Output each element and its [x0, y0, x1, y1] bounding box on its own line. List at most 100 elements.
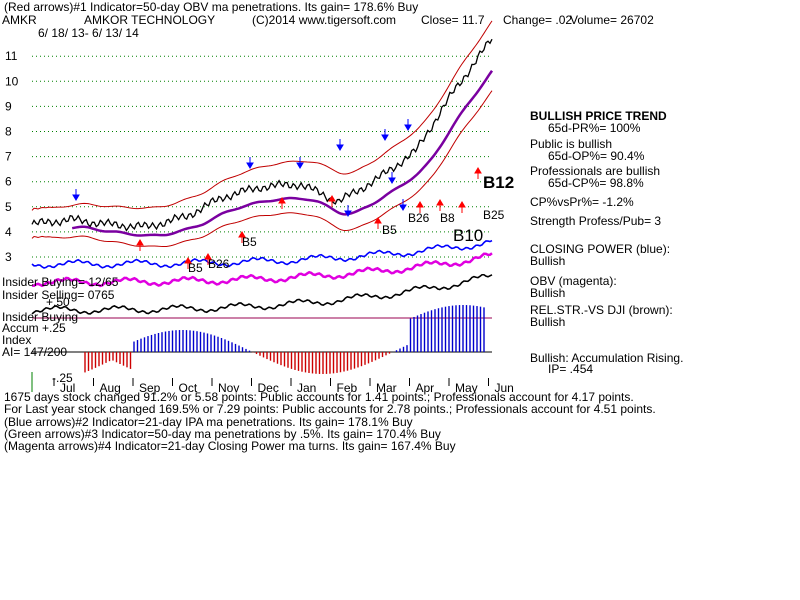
y-tick-label: 11 [5, 49, 18, 63]
op-value: 65d-OP%= 90.4% [548, 149, 645, 163]
x-tick-label: Oct [179, 381, 198, 395]
x-tick-label: Jun [495, 381, 514, 395]
blue-signal-arrow [246, 157, 254, 169]
red-signal-arrow [136, 239, 144, 251]
red-signal-arrow [204, 253, 212, 265]
cp-value: 65d-CP%= 98.8% [548, 176, 644, 190]
date-range: 6/ 18/ 13- 6/ 13/ 14 [38, 26, 139, 40]
blue-signal-arrow [381, 129, 389, 141]
accum-label-3: Index [2, 333, 32, 347]
footer-line-1: 1675 days stock changed 91.2% or 5.58 po… [4, 390, 634, 404]
upper-band [31, 20, 493, 211]
ticker: AMKR [2, 13, 37, 27]
blue-signal-arrow [72, 189, 80, 201]
volume-value: Volume= 26702 [570, 13, 654, 27]
closing-power-status: Bullish [530, 254, 566, 268]
strength-value: Strength Profess/Pub= 3 [530, 214, 662, 228]
pr-value: 65d-PR%= 100% [548, 121, 641, 135]
blue-signal-arrow [336, 139, 344, 151]
accum-plus50: +.50 [46, 295, 70, 309]
blue-signal-arrow [404, 119, 412, 131]
signal-b5-mar: B5 [382, 223, 397, 237]
red-signal-arrow [474, 167, 482, 179]
y-tick-label: 3 [5, 250, 12, 264]
x-tick-label: Mar [376, 381, 397, 395]
x-tick-label: Apr [416, 381, 435, 395]
relstr-label: REL.STR.-VS DJI (brown): [530, 303, 673, 317]
accumulation-histogram [32, 305, 492, 374]
price-series [31, 38, 493, 232]
footer-line-3: (Blue arrows)#2 Indicator=21-day IPA ma … [4, 415, 413, 429]
y-tick-labels: 3 4 5 6 7 8 9 10 11 [5, 49, 19, 264]
relstr-status: Bullish [530, 315, 566, 329]
red-signal-arrow [184, 257, 192, 269]
insider-buying: Insider Buying= 12/65 [2, 275, 119, 289]
x-tick-label: Jul [60, 381, 75, 395]
price-gridlines [32, 55, 492, 258]
ip-value: IP= .454 [548, 362, 594, 376]
red-signal-arrow [278, 197, 286, 209]
y-tick-label: 5 [5, 200, 12, 214]
y-tick-label: 10 [5, 74, 19, 88]
red-signal-arrow [328, 195, 336, 207]
blue-signal-arrow [399, 199, 407, 211]
signal-b12: B12 [483, 173, 515, 192]
signal-b26-apr: B26 [408, 211, 430, 225]
signal-arrows [72, 119, 482, 269]
red-signal-arrow [458, 201, 466, 213]
signal-b5-nov: B5 [242, 235, 257, 249]
close-value: Close= 11.7 [421, 13, 485, 27]
public-status: Public is bullish [530, 137, 613, 151]
footer-line-4: (Green arrows)#3 Indicator=50-day ma pen… [4, 427, 441, 441]
x-tick-label: Aug [100, 381, 121, 395]
price-line [31, 38, 493, 232]
x-tick-labels: Jul Aug Sep Oct Nov Dec Jan Feb Mar Apr May Jun [31, 372, 514, 395]
trend-title: BULLISH PRICE TREND [530, 109, 667, 123]
x-tick-label: Feb [337, 381, 358, 395]
obv-label: OBV (magenta): [530, 274, 617, 288]
red-signal-arrow [374, 217, 382, 229]
obv-line [31, 252, 493, 288]
indicator-lines [31, 239, 493, 315]
closing-power-line [31, 239, 493, 269]
change-value: Change= .02 [503, 13, 573, 27]
closing-power-label: CLOSING POWER (blue): [530, 242, 671, 256]
relstr-line [31, 273, 493, 315]
insider-selling: Insider Selling= 0765 [2, 288, 115, 302]
y-tick-label: 6 [5, 175, 12, 189]
y-tick-label: 8 [5, 125, 12, 139]
signal-b26-oct: B26 [208, 257, 230, 271]
signal-b10: B10 [453, 226, 484, 245]
obv-status: Bullish [530, 286, 566, 300]
accum-label-2: Accum +.25 [2, 321, 66, 335]
x-tick-label: Jan [297, 381, 316, 395]
red-signal-arrow [416, 201, 424, 213]
signal-b8: B8 [440, 211, 455, 225]
footer-line-2: For Last year stock changed 169.5% or 7.… [4, 402, 656, 416]
accum-status: Bullish: Accumulation Rising. [530, 351, 684, 365]
blue-signal-arrow [296, 157, 304, 169]
red-signal-arrow [238, 231, 246, 243]
signal-b25: B25 [483, 208, 505, 222]
cpvs-value: CP%vsPr%= -1.2% [530, 195, 634, 209]
blue-signal-arrow [388, 172, 396, 184]
accum-label-1: Insider Buying [2, 310, 79, 324]
y-tick-label: 9 [5, 99, 12, 113]
x-tick-label: May [455, 381, 478, 395]
signal-b5-oct: B5 [188, 261, 203, 275]
x-tick-label: Dec [258, 381, 279, 395]
moving-average [71, 70, 494, 237]
copyright: (C)2014 www.tigersoft.com [252, 13, 397, 27]
x-tick-label: Nov [218, 381, 239, 395]
blue-signal-arrow [344, 205, 352, 217]
lower-band [31, 90, 493, 248]
x-tick-label: Sep [139, 381, 161, 395]
footer-line-5: (Magenta arrows)#4 Indicator=21-day Clos… [4, 439, 456, 453]
accum-minus25: -.25 [52, 371, 73, 385]
company-name: AMKOR TECHNOLOGY [84, 13, 216, 27]
ai-value: AI= 147/200 [2, 345, 68, 359]
y-tick-label: 7 [5, 150, 12, 164]
header-red-arrows: (Red arrows)#1 Indicator=50-day OBV ma p… [4, 0, 419, 14]
y-tick-label: 4 [5, 225, 12, 239]
